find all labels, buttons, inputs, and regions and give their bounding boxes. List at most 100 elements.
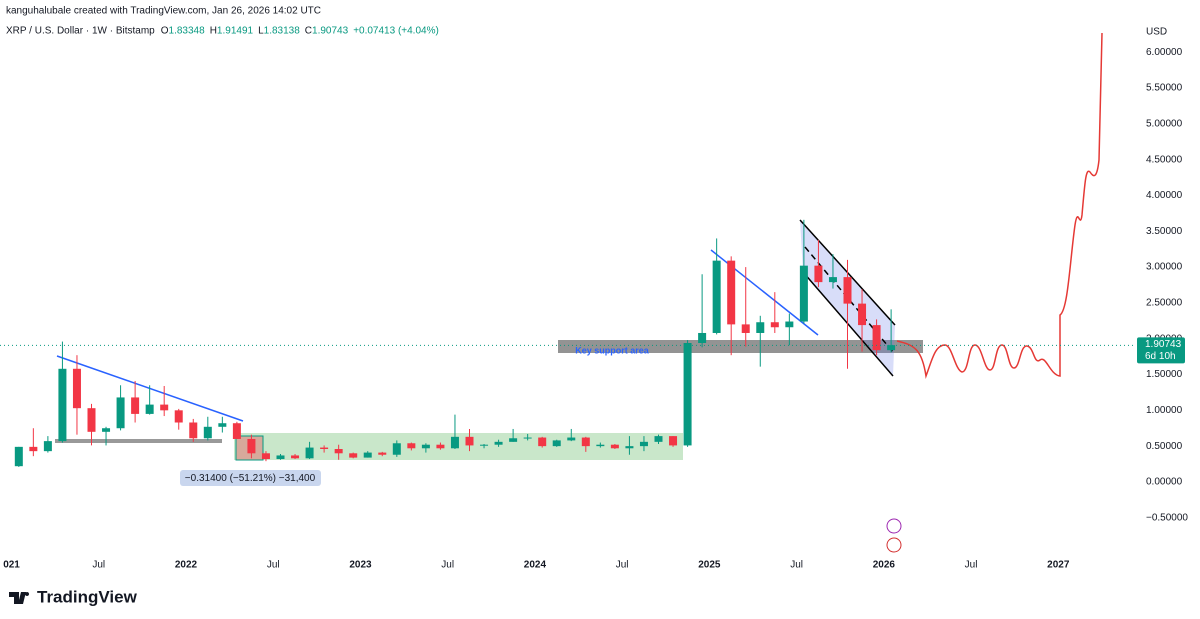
candle-body [727,260,736,325]
candle-body [625,446,634,449]
candle-body [145,404,154,414]
y-tick-label: 5.00000 [1146,118,1183,129]
x-tick-label: Jul [92,560,105,571]
candle-body [639,441,648,447]
ohlc-item: 1.83138 [264,26,301,37]
measure-label: −0.31400 (−51.21%) −31,400 [185,473,316,484]
candle-body [102,428,111,432]
logo-mark [9,592,30,604]
ohlc-item: C [305,26,312,37]
candle-body [72,368,81,409]
ohlc-item: O [161,26,169,37]
x-tick-label: Jul [790,560,803,571]
candle-body [654,436,663,442]
last-price-box [1137,337,1185,364]
candle-body [43,441,52,452]
candle-body [552,440,561,447]
change: +0.07413 (+4.04%) [353,26,439,37]
candle-body [669,436,678,446]
candle-body [131,397,140,414]
candle-body [421,444,430,449]
y-tick-label: 0.50000 [1146,441,1183,452]
candle-body [741,324,750,333]
candle-body [247,438,256,454]
candle-body [698,332,707,344]
candle-body [494,441,503,445]
symbol: XRP / U.S. Dollar · 1W · Bitstamp [6,26,155,37]
candle-body [407,443,416,449]
legend: XRP / U.S. Dollar · 1W · Bitstamp O 1.8334… [6,26,439,37]
candle-body [334,449,343,454]
x-tick-label: Jul [616,560,629,571]
candle-body [756,322,765,333]
axis-unit: USD [1146,27,1167,38]
candle-body [160,404,169,411]
candle-body [29,446,38,452]
candle-body [872,325,881,351]
candle-body [858,303,867,326]
candle-body [828,277,837,283]
y-tick-label: −0.50000 [1146,512,1188,523]
candles [14,219,896,467]
ohlc-item: 1.91491 [217,26,254,37]
x-tick-label: 2025 [698,560,721,571]
candle-body [189,422,198,439]
x-tick-label: 2022 [175,560,198,571]
drawings: −0.31400 (−51.21%) −31,400 Key support a… [55,32,1103,486]
candle-body [785,321,794,328]
candle-body [378,452,387,455]
logo: TradingView [9,587,138,606]
logo-text: TradingView [37,587,138,606]
candle-body [291,455,300,459]
candle-body [683,343,692,446]
candle-body [203,426,212,439]
candle-body [116,397,125,429]
candle-body [363,452,372,458]
candle-body [509,438,518,442]
candle-body [174,410,183,423]
support-label: Key support area [575,345,650,355]
candle-body [276,455,285,460]
candle-body [480,444,489,446]
price-axis [1135,0,1200,619]
y-tick-label: 4.50000 [1146,154,1183,165]
icon [886,518,902,534]
candle-body [232,423,241,439]
last-price-label: 1.90743 [1145,339,1182,350]
candle-body [58,368,67,442]
candle-body [538,437,547,447]
candle-body [770,322,779,328]
candle-body [814,265,823,283]
icon [886,537,902,553]
candle-body [87,408,96,432]
event-icons [886,518,902,553]
candle-body [581,437,590,447]
y-tick-label: 0.00000 [1146,477,1183,488]
y-tick-label: 5.50000 [1146,83,1183,94]
x-tick-label: Jul [965,560,978,571]
x-tick-label: 2026 [873,560,896,571]
support-zone [558,340,923,353]
y-tick-label: 1.00000 [1146,405,1183,416]
candle-body [887,345,896,351]
candle-body [436,444,445,449]
candle-body [392,443,401,455]
author-line: kanguhalubale created with TradingView.c… [6,6,321,17]
candle-body [610,444,619,449]
candle-body [843,277,852,304]
candle-body [218,423,227,427]
candle-body [349,453,358,458]
candle-body [261,453,270,460]
y-tick-label: 3.50000 [1146,226,1183,237]
candle-body [567,437,576,441]
candle-body [450,436,459,449]
x-tick-label: 2023 [349,560,372,571]
y-tick-label: 2.50000 [1146,298,1183,309]
measure-label-box [180,470,321,486]
candle-body [305,447,314,459]
x-tick-label: Jul [441,560,454,571]
y-tick-label: 6.00000 [1146,47,1183,58]
x-tick-label: 2024 [524,560,547,571]
countdown: 6d 10h [1145,351,1176,362]
